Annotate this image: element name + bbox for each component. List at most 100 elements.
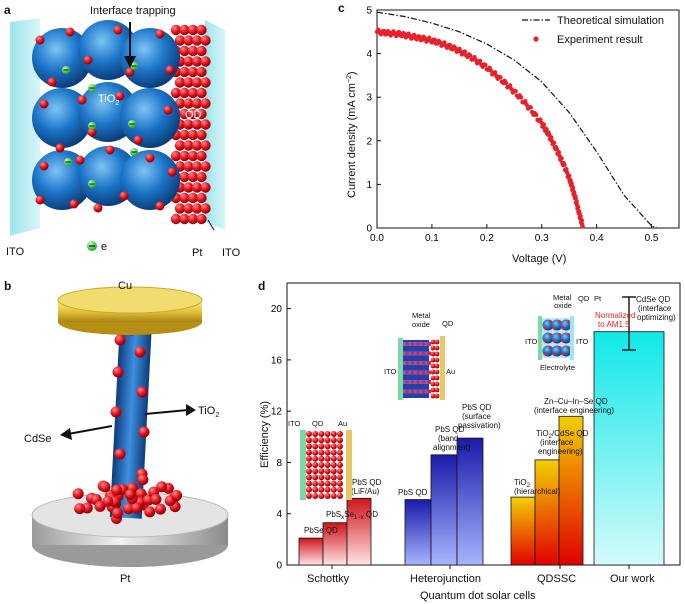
inset-heterojunction: Metal oxide QD ITO Au (384, 311, 455, 400)
panel-label-d: d (258, 279, 265, 293)
c-y-tick-label: 1 (366, 180, 372, 191)
c-y-tick-label: 0 (366, 224, 372, 235)
qd-particle (174, 77, 186, 88)
qd-particle (337, 449, 343, 456)
qd-particle (306, 493, 312, 499)
qd-particle (416, 370, 420, 375)
cdse-particles (72, 324, 183, 524)
qd-particle (561, 352, 565, 356)
label-band-2: (band (438, 434, 458, 443)
group-our-work: Our work (610, 573, 655, 585)
qd-particle (87, 127, 97, 137)
label-surf-3: passivation) (458, 421, 501, 430)
qd-particle (405, 380, 409, 384)
qd-particle (405, 342, 409, 346)
qd-particle (165, 65, 175, 75)
cdse-particle (124, 489, 136, 500)
qd-particle (337, 480, 343, 487)
qd-particle (552, 352, 556, 356)
qd-particle (39, 161, 49, 171)
cdse-particle (150, 493, 162, 505)
qd-particle (421, 351, 426, 356)
qd-particle (318, 443, 325, 450)
qd-particle (430, 393, 436, 399)
qd-particle (416, 351, 420, 356)
qd-particle (179, 213, 190, 225)
experiment-point (477, 58, 483, 63)
c-x-tick-label: 0.2 (480, 233, 494, 244)
qd-particle (155, 201, 165, 211)
qd-particle (75, 155, 85, 165)
qd-particle (337, 493, 343, 499)
qd-particle (337, 486, 343, 493)
qd-particle (187, 45, 199, 57)
cdse-particle (138, 426, 150, 438)
inset2-oxide: oxide (412, 320, 430, 329)
cdse-particle (134, 346, 146, 358)
qd-particle (434, 345, 440, 351)
experiment-point (580, 224, 585, 229)
qd-particle (183, 98, 194, 109)
qd-particle (421, 389, 426, 394)
qd-particle (187, 213, 199, 225)
qd-particle (191, 119, 203, 130)
qd-particle (337, 468, 343, 475)
qd-particle (312, 480, 319, 487)
panel-b: b Cu TiO2 CdSe Pt (4, 279, 229, 585)
qd-particle (179, 45, 190, 57)
inset3-metal: Metal (553, 293, 572, 302)
qd-particle (196, 87, 207, 99)
qd-label: QD (185, 109, 202, 121)
qd-particle (170, 24, 182, 36)
qd-particle (191, 35, 203, 46)
interface-trapping-label: Interface trapping (90, 5, 176, 17)
qd-particle (324, 474, 331, 481)
legend-exp-marker (533, 36, 539, 42)
label-tio2-cdse-2: (interface (540, 438, 574, 447)
experiment-point (523, 99, 528, 104)
qd-particle (427, 380, 431, 384)
qd-particle (170, 213, 182, 225)
b-tio2-label: TiO2 (198, 405, 219, 419)
qd-particle (434, 357, 440, 363)
cdse-particle (114, 334, 126, 346)
cdse-particle (156, 481, 168, 493)
experiment-point (513, 89, 518, 94)
qd-particle (191, 140, 203, 151)
inset3-qd: QD (578, 294, 590, 303)
ito-left-label: ITO (6, 246, 25, 258)
qd-particle (430, 351, 436, 357)
qd-particle (337, 437, 343, 444)
qd-particle (324, 443, 331, 450)
qd-particle (187, 150, 199, 162)
panel-label-a: a (4, 3, 11, 17)
experiment-point (544, 127, 549, 132)
qd-particle (324, 493, 331, 499)
qd-particle (312, 443, 319, 450)
qd-particle (330, 486, 337, 493)
qd-particle (558, 333, 562, 337)
d-y-tick-label: 16 (271, 355, 283, 366)
qd-particle (306, 468, 312, 475)
qd-particle (200, 161, 211, 172)
cdse-particle (111, 484, 123, 496)
ito-right-glass (205, 20, 225, 230)
label-tio2-hier-2: (hierarchical) (514, 487, 561, 496)
legend-exp: Experiment result (557, 34, 643, 46)
c-x-tick-label: 0.5 (645, 233, 659, 244)
bar-qdssc (558, 415, 584, 566)
cdse-particle (131, 502, 142, 514)
qd-particle (183, 203, 194, 214)
panel-label-c: c (338, 1, 345, 15)
qd-particle (561, 326, 565, 330)
qd-particle (552, 326, 556, 330)
experiment-point (564, 167, 569, 172)
experiment-point (541, 122, 546, 127)
qd-particle (330, 455, 337, 462)
qd-particle (306, 486, 312, 493)
qd-particle (200, 35, 211, 46)
qd-particle (552, 339, 556, 343)
qd-particle (312, 486, 319, 493)
experiment-point (468, 53, 473, 58)
panel-c: c 0.0 0.1 0.2 0.3 0.4 0.5 0 1 2 3 4 5 Theoretical s… (338, 1, 680, 265)
